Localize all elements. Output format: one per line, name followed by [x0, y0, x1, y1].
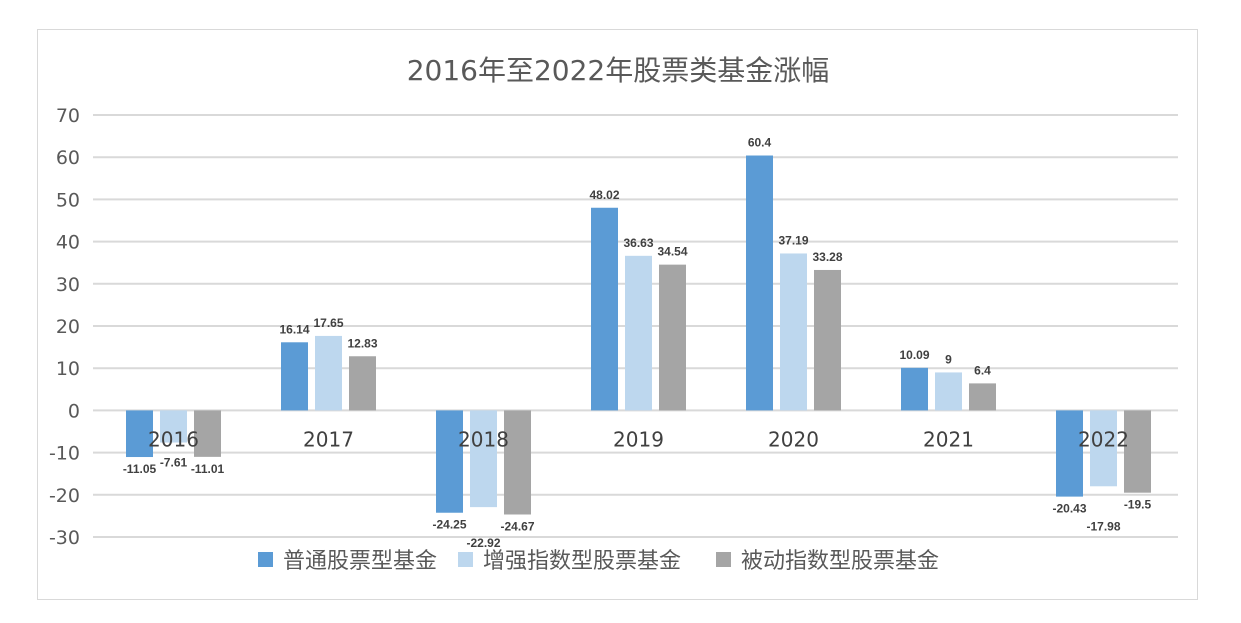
bar-2016-series-2: [160, 410, 187, 443]
bar-2021-series-2: [935, 372, 962, 411]
y-tick-label: 10: [56, 358, 80, 380]
data-label: 60.4: [748, 136, 772, 150]
chart-frame: [37, 29, 1198, 600]
chart-title: 2016年至2022年股票类基金涨幅: [407, 54, 830, 87]
data-label: -11.01: [191, 462, 225, 476]
bar-2021-series-1: [901, 367, 928, 411]
x-tick-label: 2020: [768, 427, 819, 451]
bar-2019-series-1: [591, 207, 618, 411]
data-label: 37.19: [778, 233, 808, 247]
data-label: 10.09: [899, 348, 929, 362]
x-tick-label: 2019: [613, 427, 664, 451]
data-label: -11.05: [123, 462, 157, 476]
y-tick-label: 30: [56, 274, 80, 296]
y-tick-label: 40: [56, 232, 80, 254]
bar-2020-series-2: [780, 253, 807, 411]
legend-swatch: [458, 552, 473, 567]
y-tick-label: -20: [49, 485, 80, 507]
bar-2017-series-1: [281, 342, 308, 411]
bar-2019-series-2: [625, 255, 652, 411]
bar-2017-series-2: [315, 335, 342, 411]
legend-swatch: [258, 552, 273, 567]
x-tick-label: 2022: [1078, 427, 1129, 451]
bar-2022-series-1: [1056, 410, 1083, 497]
x-tick-label: 2021: [923, 427, 974, 451]
bar-2020-series-1: [746, 155, 773, 411]
x-tick-label: 2017: [303, 427, 354, 451]
y-tick-label: -10: [49, 443, 80, 465]
data-label: -24.67: [500, 520, 534, 534]
data-label: 34.54: [657, 245, 687, 259]
bar-2017-series-3: [349, 356, 376, 411]
data-label: 17.65: [313, 316, 343, 330]
data-label: -7.61: [160, 456, 188, 470]
data-label: 6.4: [974, 363, 991, 377]
x-tick-label: 2018: [458, 427, 509, 451]
bar-2021-series-3: [969, 383, 996, 411]
y-tick-label: 50: [56, 189, 80, 211]
data-label: 12.83: [347, 336, 377, 350]
data-label: -17.98: [1086, 519, 1120, 533]
bar-2022-series-3: [1124, 410, 1151, 493]
legend-label: 普通股票型基金: [283, 549, 437, 574]
data-label: 36.63: [623, 236, 653, 250]
y-tick-label: 0: [68, 400, 80, 422]
legend-swatch: [716, 552, 731, 567]
x-tick-label: 2016: [148, 427, 199, 451]
data-label: -24.25: [432, 518, 466, 532]
data-label: 9: [945, 352, 952, 366]
bar-2022-series-2: [1090, 410, 1117, 487]
bar-2020-series-3: [814, 269, 841, 411]
bar-2018-series-1: [436, 410, 463, 513]
data-label: 33.28: [812, 250, 842, 264]
legend-label: 被动指数型股票基金: [741, 549, 939, 574]
data-label: -20.43: [1052, 502, 1086, 516]
bar-2016-series-3: [194, 410, 221, 457]
bar-2019-series-3: [659, 264, 686, 411]
bar-2018-series-2: [470, 410, 497, 508]
data-label: -22.92: [466, 536, 500, 550]
data-label: 48.02: [589, 188, 619, 202]
data-label: 16.14: [279, 322, 309, 336]
y-tick-label: 70: [56, 105, 80, 127]
bar-2016-series-1: [126, 410, 153, 458]
data-label: -19.5: [1124, 498, 1152, 512]
y-tick-label: 60: [56, 147, 80, 169]
legend-label: 增强指数型股票基金: [483, 549, 681, 574]
y-tick-label: -30: [49, 527, 80, 549]
y-tick-label: 20: [56, 316, 80, 338]
bar-2018-series-3: [504, 410, 531, 515]
